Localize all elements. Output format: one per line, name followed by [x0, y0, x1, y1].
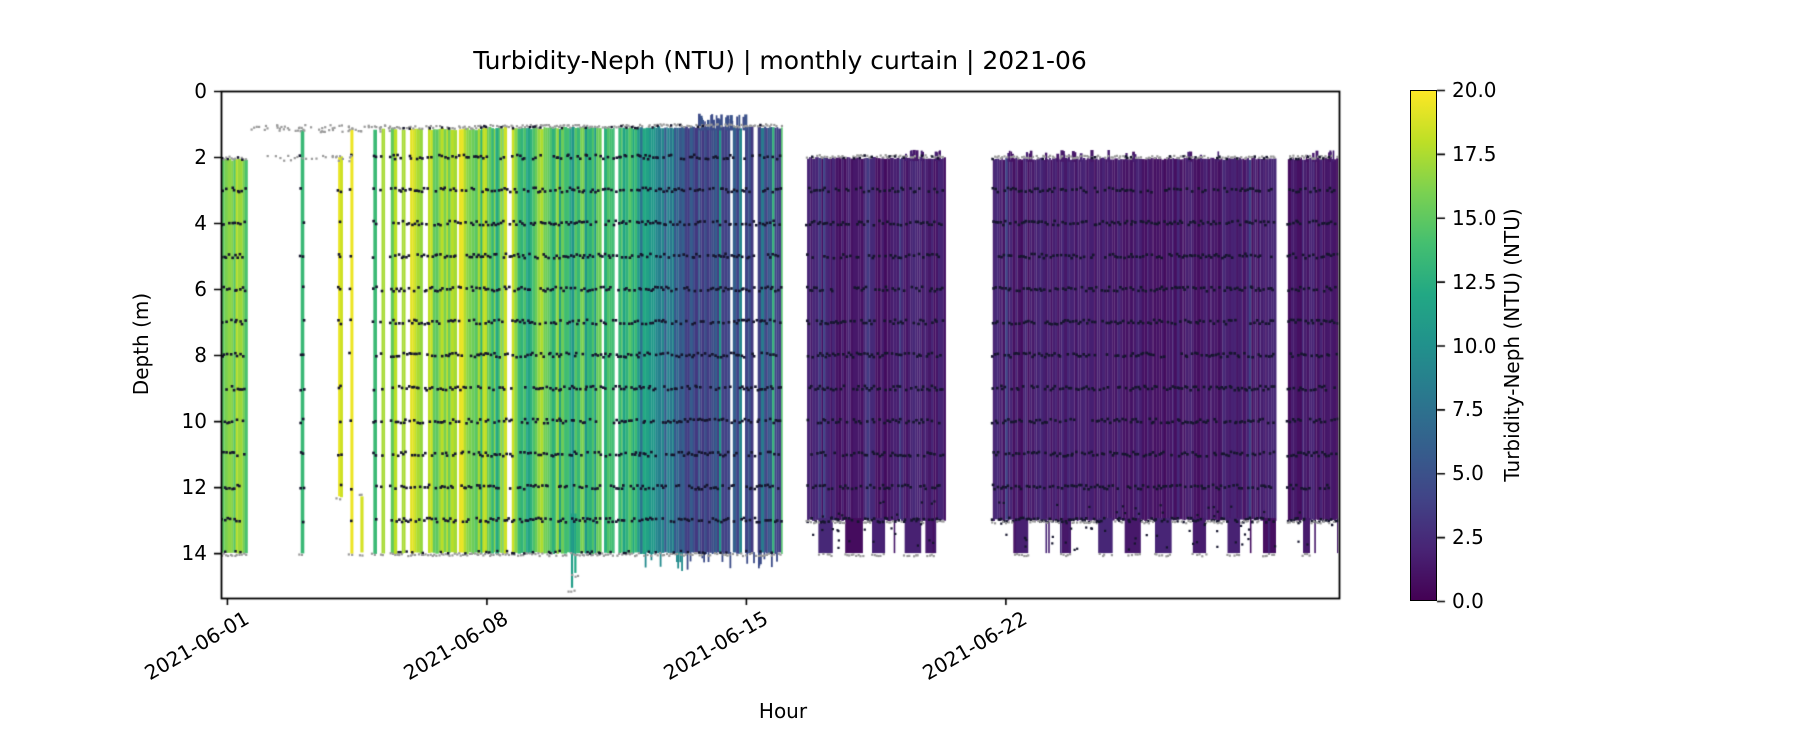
colorbar-tick-label: 15.0: [1452, 205, 1497, 230]
colorbar-label: Turbidity-Neph (NTU) (NTU): [1500, 208, 1524, 482]
y-tick-label: 12: [181, 475, 207, 500]
y-tick-label: 10: [181, 409, 207, 434]
y-tick-label: 0: [194, 79, 207, 103]
y-tick-label: 2: [194, 145, 207, 170]
y-tick-label: 4: [194, 211, 207, 236]
chart-title: Turbidity-Neph (NTU) | monthly curtain |…: [473, 46, 1087, 75]
colorbar: [1410, 90, 1437, 601]
colorbar-tick-label: 5.0: [1452, 461, 1484, 486]
colorbar-tick-label: 10.0: [1452, 333, 1497, 358]
x-axis-label: Hour: [758, 699, 808, 723]
y-tick-label: 6: [194, 277, 207, 302]
colorbar-tick-label: 0.0: [1452, 589, 1484, 613]
colorbar-tick-label: 20.0: [1452, 78, 1497, 102]
y-tick-label: 8: [194, 343, 207, 368]
colorbar-tick-label: 12.5: [1452, 269, 1497, 294]
colorbar-tick-label: 7.5: [1452, 397, 1484, 422]
colorbar-tick-label: 2.5: [1452, 525, 1484, 550]
y-tick-label: 14: [181, 541, 207, 566]
colorbar-tick-label: 17.5: [1452, 141, 1497, 166]
